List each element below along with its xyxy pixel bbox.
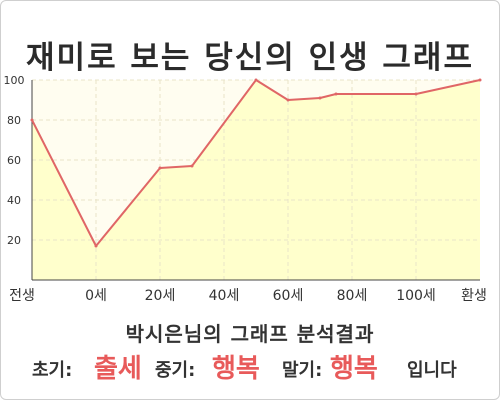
- y-tick-label: 20: [7, 234, 21, 247]
- data-point: [334, 92, 338, 96]
- series-line: [31, 79, 481, 247]
- x-tick-label: 전생: [9, 288, 35, 304]
- data-point: [478, 78, 482, 82]
- result-heading: 박시은님의 그래프 분석결과: [125, 322, 375, 346]
- data-point: [94, 244, 98, 248]
- late-value: 행복: [330, 354, 378, 384]
- data-point: [190, 164, 194, 168]
- x-tick-label: 100세: [396, 288, 436, 304]
- x-tick-label: 20세: [145, 288, 176, 304]
- x-tick-label: 80세: [337, 288, 368, 304]
- early-value: 출세: [94, 354, 142, 384]
- x-tick-label: 0세: [85, 288, 107, 304]
- y-tick-label: 80: [7, 114, 21, 127]
- y-tick-label: 40: [7, 194, 21, 207]
- x-tick-label: 환생: [461, 288, 487, 304]
- y-tick-label: 100: [4, 74, 25, 87]
- data-point: [318, 96, 322, 100]
- x-tick-label: 40세: [209, 288, 240, 304]
- closing-text: 입니다: [407, 360, 457, 381]
- middle-label: 중기:: [155, 360, 196, 381]
- data-point: [254, 78, 258, 82]
- data-point: [30, 118, 34, 122]
- data-point: [414, 92, 418, 96]
- data-point: [158, 166, 162, 170]
- y-tick-label: 60: [7, 154, 21, 167]
- page-title: 재미로 보는 당신의 인생 그래프: [26, 40, 474, 76]
- early-label: 초기:: [32, 360, 73, 381]
- x-tick-label: 60세: [273, 288, 304, 304]
- area-fill: [32, 80, 480, 280]
- result-line: 초기: 출세 중기: 행복 말기: 행복 입니다: [0, 346, 500, 384]
- data-point: [286, 98, 290, 102]
- late-label: 말기:: [282, 360, 323, 381]
- middle-value: 행복: [212, 354, 260, 384]
